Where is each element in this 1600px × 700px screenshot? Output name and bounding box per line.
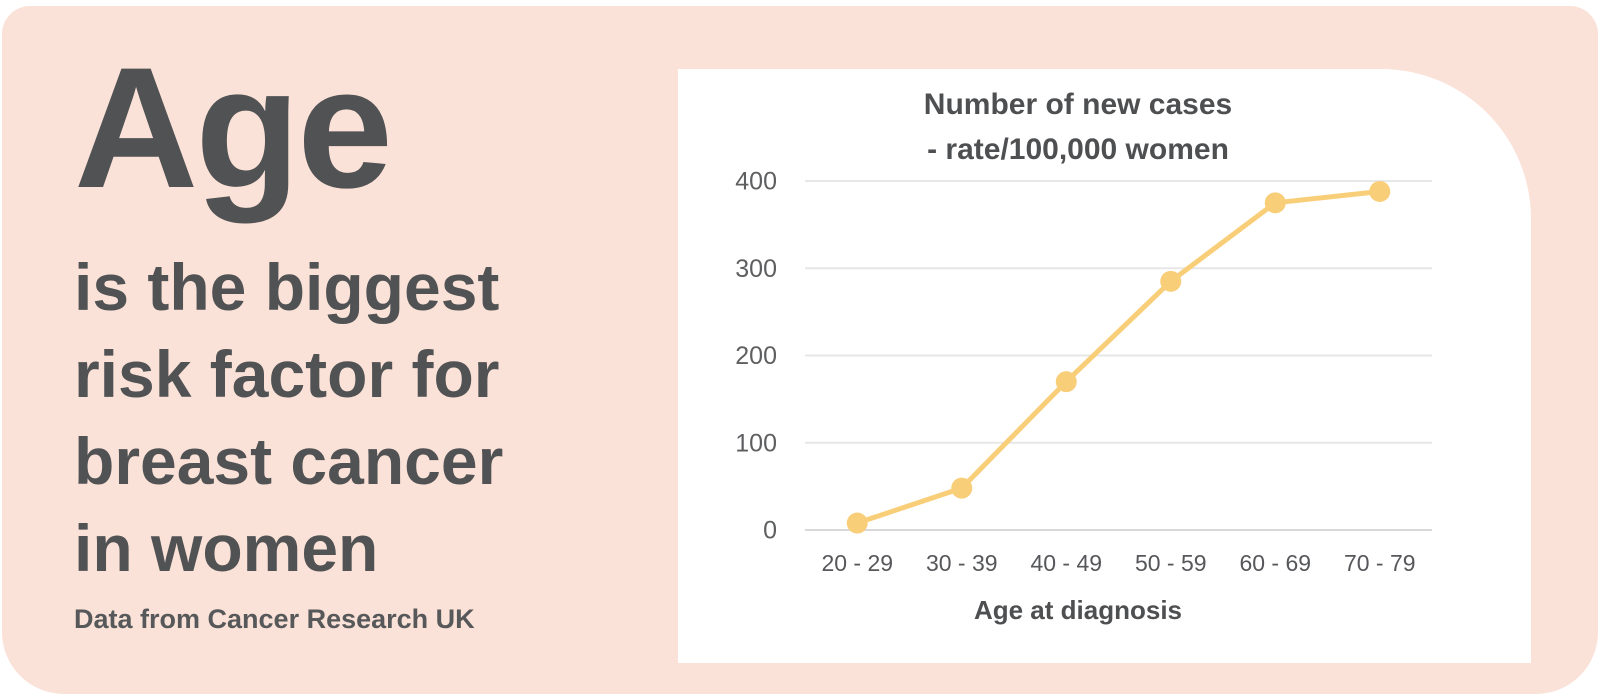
y-tick-label: 0: [763, 517, 777, 545]
poster-background: Age is the biggest risk factor for breas…: [2, 6, 1598, 694]
subtitle-line-2: risk factor for: [74, 337, 500, 411]
data-line: [854, 188, 1383, 526]
x-tick-label: 60 - 69: [1239, 550, 1311, 576]
chart-title-line-1: Number of new cases: [923, 88, 1233, 121]
subtitle-line-4: in women: [74, 511, 379, 585]
data-source-caption: Data from Cancer Research UK: [74, 604, 475, 634]
x-tick-label: 20 - 29: [821, 550, 893, 576]
data-point: [1160, 270, 1182, 292]
y-tick-label: 400: [735, 168, 777, 196]
x-tick-label: 70 - 79: [1344, 550, 1416, 576]
y-tick-label: 100: [735, 429, 777, 457]
data-point: [951, 477, 973, 499]
headline: Age: [74, 32, 393, 224]
left-text-panel: Age is the biggest risk factor for breas…: [2, 6, 642, 694]
data-point: [846, 512, 868, 534]
y-tick-label: 200: [735, 342, 777, 370]
data-point: [1369, 180, 1391, 202]
chart-title: Number of new cases - rate/100,000 women: [678, 82, 1478, 172]
x-tick-label: 50 - 59: [1135, 550, 1207, 576]
subtitle-line-3: breast cancer: [74, 424, 504, 498]
subtitle: is the biggest risk factor for breast ca…: [74, 244, 503, 592]
data-point: [1055, 371, 1077, 393]
y-tick-label: 300: [735, 255, 777, 283]
chart-title-line-2: - rate/100,000 women: [927, 133, 1229, 166]
data-point: [1264, 192, 1286, 214]
subtitle-line-1: is the biggest: [74, 250, 500, 324]
line-chart: 0 100 200 300 400 20 - 29 30 - 39 40 - 49 50 - 5…: [735, 168, 1432, 625]
x-axis-label: Age at diagnosis: [974, 595, 1182, 625]
chart-card: Number of new cases - rate/100,000 women…: [678, 69, 1531, 663]
x-tick-label: 40 - 49: [1030, 550, 1102, 576]
x-tick-label: 30 - 39: [926, 550, 998, 576]
